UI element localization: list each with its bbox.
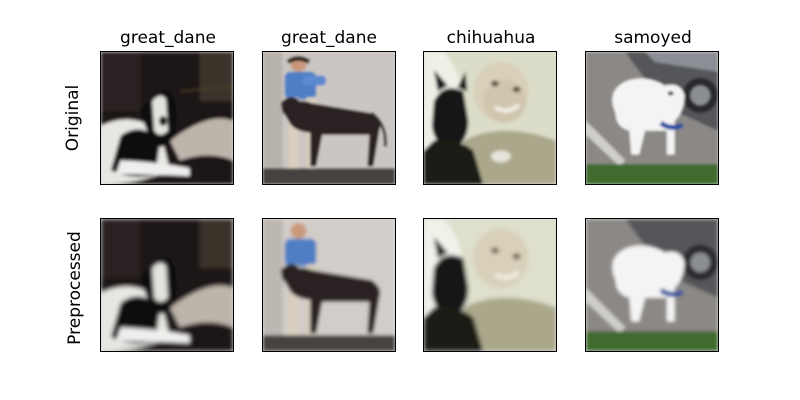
image-original-child-with-chihuahua [423,51,557,185]
image-preprocessed-samoyed [585,218,719,352]
image-preprocessed-man-with-great-dane [262,218,396,352]
column-title: great_dane [120,28,216,48]
column-title: great_dane [281,28,377,48]
image-original-samoyed [585,51,719,185]
image-original-man-with-great-dane [262,51,396,185]
image-original-great-dane-lying [100,51,234,185]
row-label-preprocessed: Preprocessed [65,231,85,345]
row-label-original: Original [63,84,83,152]
column-title: samoyed [614,28,692,48]
column-title: chihuahua [446,28,536,48]
image-preprocessed-great-dane-lying [100,218,234,352]
image-preprocessed-child-with-chihuahua [423,218,557,352]
